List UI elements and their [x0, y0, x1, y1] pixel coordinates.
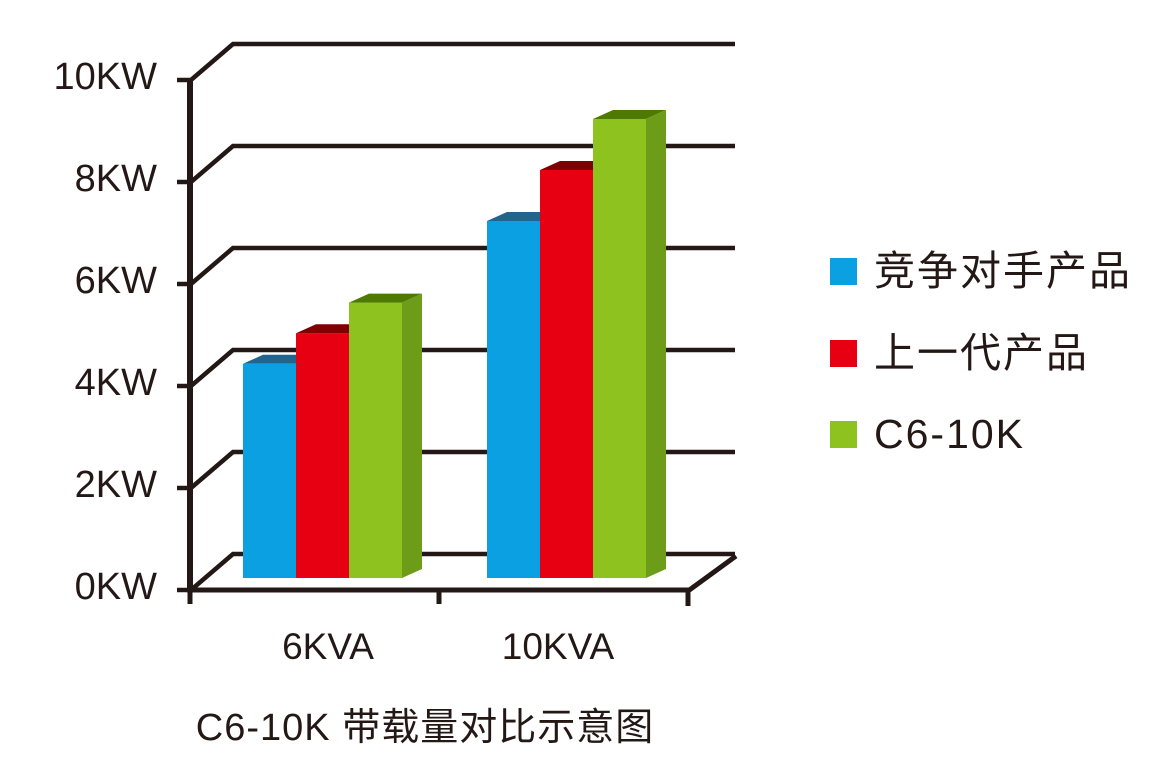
legend-swatch-c6-10k: [830, 421, 857, 448]
legend-label-previous-gen: 上一代产品: [874, 330, 1089, 376]
bar-10kva-series0: [487, 212, 560, 578]
x-label-6kva: 6KVA: [282, 626, 374, 667]
legend-item-c6-10k: C6-10K: [830, 411, 1025, 457]
bar-top-face: [593, 110, 666, 119]
legend-item-previous-gen: 上一代产品: [830, 330, 1089, 376]
y-tick-label-2kw: 2KW: [75, 464, 157, 506]
bar-front-face: [243, 363, 296, 578]
y-tick-label-10kw: 10KW: [54, 56, 158, 98]
bar-group-6kva: [243, 293, 422, 578]
bar-front-face: [487, 221, 540, 578]
legend-item-competitor: 竞争对手产品: [830, 248, 1132, 294]
chart-title: C6-10K 带载量对比示意图: [196, 707, 654, 749]
bar-group-10kva: [487, 110, 666, 578]
gridline-6kw: [177, 245, 735, 287]
bar-side-face: [646, 110, 666, 578]
gridline-8kw: [177, 143, 735, 185]
bar-6kva-series1: [296, 324, 369, 578]
gridline-4kw: [177, 347, 735, 389]
bar-10kva-series2: [593, 110, 666, 578]
legend: 竞争对手产品 上一代产品 C6-10K: [830, 248, 1132, 457]
legend-swatch-competitor: [830, 258, 857, 285]
y-axis-labels: 0KW 2KW 4KW 6KW 8KW 10KW: [54, 56, 158, 608]
bar-side-face: [402, 293, 422, 578]
gridline-0kw: [177, 551, 735, 593]
bar-front-face: [593, 119, 646, 578]
gridlines: [177, 41, 735, 593]
y-tick-label-8kw: 8KW: [75, 158, 157, 200]
bar-front-face: [540, 170, 593, 578]
y-tick-label-0kw: 0KW: [75, 566, 157, 608]
gridline-2kw: [177, 449, 735, 491]
legend-label-competitor: 竞争对手产品: [874, 248, 1132, 294]
bar-front-face: [349, 302, 402, 578]
legend-label-c6-10k: C6-10K: [874, 411, 1025, 457]
x-axis: [187, 553, 738, 606]
bar-groups: [243, 110, 666, 578]
gridline-10kw: [177, 41, 735, 83]
bar-front-face: [296, 333, 349, 578]
bar-top-face: [349, 293, 422, 303]
y-tick-label-4kw: 4KW: [75, 362, 157, 404]
x-label-10kva: 10KVA: [502, 626, 615, 667]
y-tick-label-6kw: 6KW: [75, 260, 157, 302]
bar-6kva-series2: [349, 293, 422, 578]
legend-swatch-previous-gen: [830, 340, 857, 367]
x-axis-labels: 6KVA 10KVA: [282, 626, 614, 667]
